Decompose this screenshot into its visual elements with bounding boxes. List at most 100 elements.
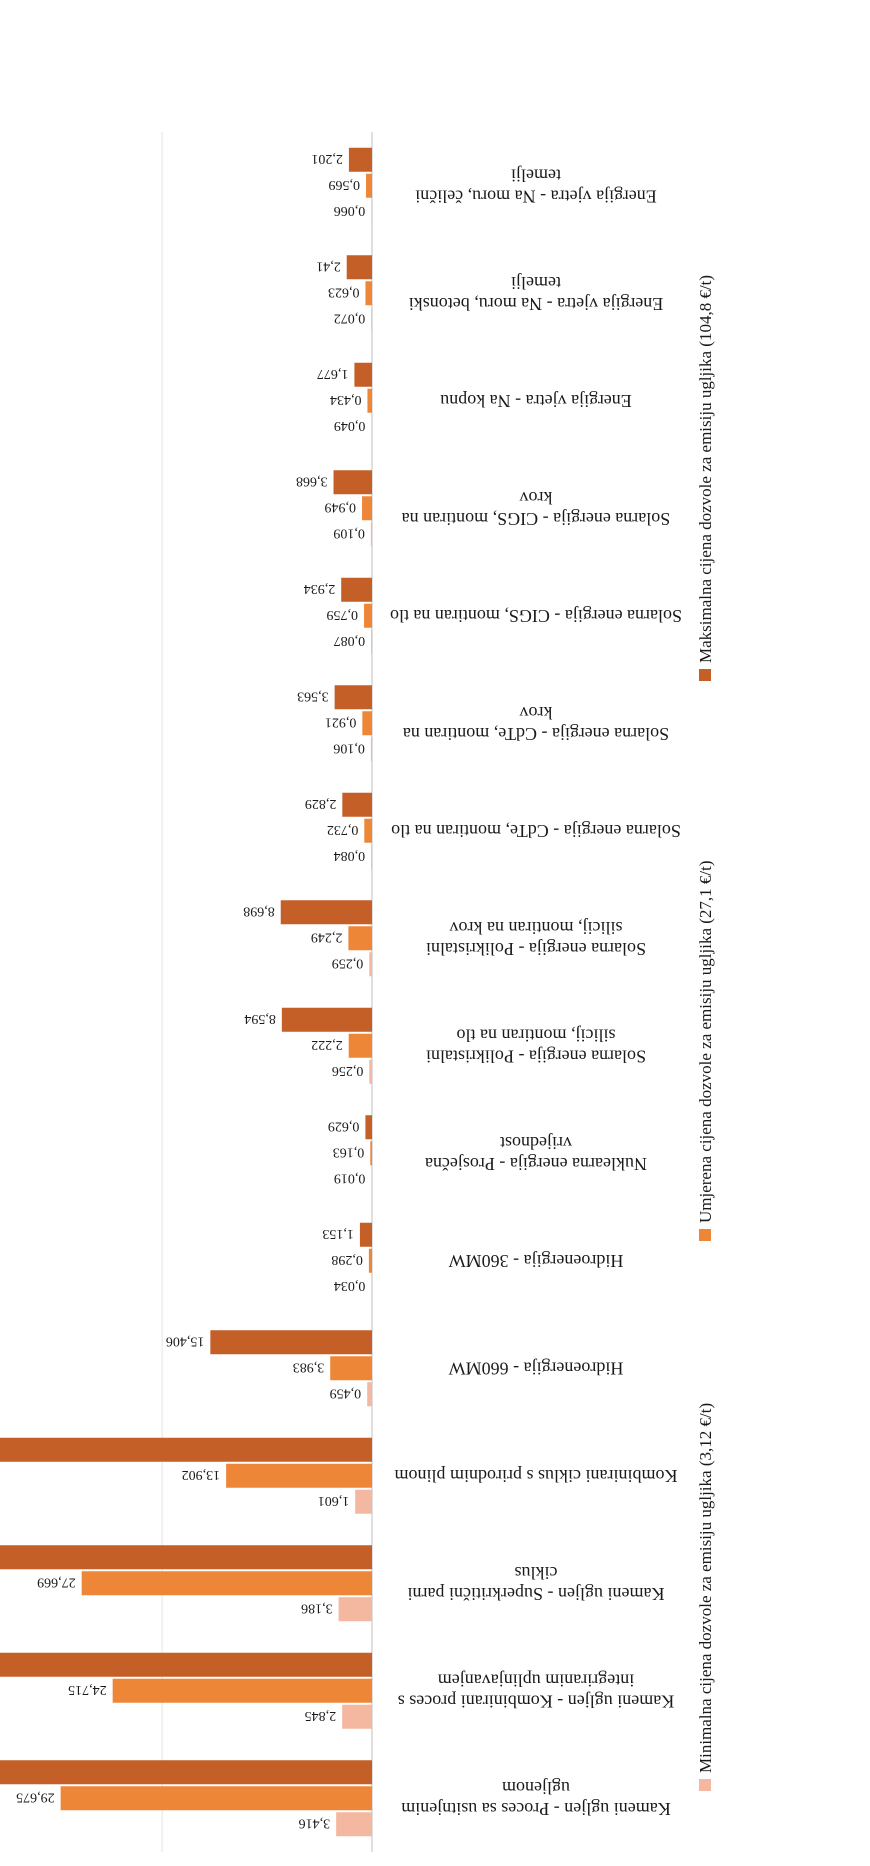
data-label-3-10: 2,829 — [305, 796, 337, 811]
data-label-1-3: 3,186 — [301, 1600, 333, 1615]
bar-2-14 — [367, 388, 372, 413]
data-label-3-16: 2,201 — [311, 151, 343, 166]
legend-swatch-1 — [699, 1779, 711, 1791]
category-label-11: Solarna energija - CdTe, montiran nakrov — [403, 703, 669, 744]
data-label-2-12: 0,759 — [327, 607, 359, 622]
data-label-3-13: 3,668 — [296, 473, 328, 488]
bar-3-14 — [354, 362, 372, 387]
data-label-1-14: 0,049 — [334, 418, 366, 433]
bar-2-12 — [364, 603, 372, 628]
bar-2-11 — [362, 711, 372, 736]
legend: Minimalna cijena dozvole za emisiju uglj… — [696, 275, 715, 1791]
bar-1-1 — [336, 1812, 372, 1837]
bar-3-7 — [365, 1115, 373, 1140]
data-label-1-10: 0,084 — [334, 848, 366, 863]
category-label-7: Nuklearna energija - Prosječnavrijednost — [425, 1133, 647, 1174]
data-label-2-7: 0,163 — [333, 1144, 365, 1159]
bar-3-1 — [0, 1760, 372, 1785]
bar-2-3 — [81, 1571, 372, 1596]
bar-1-14 — [371, 414, 373, 439]
data-label-1-4: 1,601 — [318, 1493, 350, 1508]
category-label-8: Solarna energija - Polikristalnisilicij,… — [426, 1025, 646, 1066]
category-label-9: Solarna energija - Polikristalnisilicij,… — [426, 918, 646, 959]
data-label-2-11: 0,921 — [325, 714, 357, 729]
legend-swatch-2 — [699, 1229, 711, 1241]
data-label-2-15: 0,623 — [328, 284, 360, 299]
data-label-2-1: 29,675 — [16, 1789, 55, 1804]
category-label-6: Hidroenergija - 360MW — [449, 1251, 624, 1271]
bar-1-5 — [367, 1382, 373, 1407]
bar-1-3 — [338, 1597, 372, 1622]
bar-1-13 — [370, 522, 373, 547]
bar-3-15 — [346, 255, 372, 280]
bar-2-9 — [348, 926, 373, 951]
data-label-2-8: 2,222 — [311, 1037, 343, 1052]
data-label-2-3: 27,669 — [37, 1574, 76, 1589]
bar-2-6 — [368, 1248, 373, 1273]
bar-3-12 — [341, 577, 373, 602]
data-label-2-16: 0,569 — [329, 177, 361, 192]
bar-2-2 — [112, 1678, 373, 1703]
data-label-3-14: 1,677 — [317, 366, 349, 381]
data-label-2-14: 0,434 — [330, 392, 362, 407]
bar-1-7 — [371, 1167, 373, 1192]
data-label-1-9: 0,259 — [332, 955, 364, 970]
data-label-1-5: 0,459 — [330, 1385, 362, 1400]
bar-2-4 — [226, 1463, 372, 1488]
legend-label-1: Minimalna cijena dozvole za emisiju uglj… — [696, 1403, 715, 1773]
data-label-2-10: 0,732 — [327, 822, 359, 837]
bar-3-13 — [333, 470, 373, 495]
bar-1-9 — [369, 952, 372, 977]
data-label-1-7: 0,019 — [334, 1170, 366, 1185]
data-label-3-7: 0,629 — [328, 1118, 360, 1133]
bar-2-1 — [60, 1786, 373, 1811]
category-label-12: Solarna energija - CIGS, montiran na tlo — [390, 606, 682, 626]
bar-2-10 — [364, 818, 372, 843]
category-label-3: Kameni ugljen - Superkritični parniciklu… — [408, 1563, 665, 1604]
data-label-2-4: 13,902 — [182, 1467, 221, 1482]
data-label-1-16: 0,066 — [334, 203, 366, 218]
data-label-2-9: 2,249 — [311, 929, 343, 944]
bar-3-8 — [281, 1007, 372, 1032]
bar-2-15 — [365, 281, 372, 306]
bar-1-11 — [370, 737, 373, 762]
data-label-2-13: 0,949 — [325, 499, 357, 514]
bar-3-5 — [210, 1330, 372, 1355]
category-label-13: Solarna energija - CIGS, montiran nakrov — [402, 488, 671, 529]
bar-2-8 — [348, 1033, 372, 1058]
category-label-1: Kameni ugljen - Proces sa usitnjenimuglj… — [401, 1778, 670, 1819]
bar-1-15 — [371, 307, 372, 332]
bar-1-4 — [355, 1489, 372, 1514]
bar-1-8 — [369, 1059, 373, 1084]
category-label-5: Hidroenergija - 660MW — [449, 1358, 624, 1378]
data-label-2-6: 0,298 — [331, 1252, 363, 1267]
bar-2-13 — [362, 496, 372, 521]
bar-1-16 — [371, 199, 373, 224]
data-label-3-9: 8,698 — [243, 903, 275, 918]
bar-1-6 — [371, 1274, 373, 1299]
category-labels: Kameni ugljen - Proces sa usitnjenimuglj… — [390, 165, 682, 1819]
category-label-10: Solarna energija - CdTe, montiran na tlo — [391, 821, 681, 841]
data-label-1-13: 0,109 — [333, 525, 365, 540]
bar-1-12 — [371, 629, 373, 654]
bar-3-2 — [0, 1652, 372, 1677]
bars — [0, 147, 373, 1837]
bar-3-11 — [334, 685, 372, 710]
legend-label-3: Maksimalna cijena dozvole za emisiju ugl… — [696, 275, 715, 663]
data-label-3-12: 2,934 — [304, 581, 336, 596]
data-label-3-5: 15,406 — [166, 1333, 205, 1348]
data-label-3-15: 2,41 — [316, 258, 341, 273]
data-label-1-1: 3,416 — [299, 1815, 331, 1830]
category-label-15: Energija vjetra - Na moru, betonskitemel… — [409, 273, 664, 314]
bar-1-2 — [342, 1704, 373, 1729]
data-labels: 3,41629,675114,7562,84524,71595,5783,186… — [16, 151, 366, 1831]
data-label-1-6: 0,034 — [334, 1278, 366, 1293]
bar-1-10 — [371, 844, 373, 869]
data-label-2-2: 24,715 — [68, 1682, 107, 1697]
data-label-3-8: 8,594 — [244, 1011, 276, 1026]
bar-2-7 — [370, 1141, 373, 1166]
category-label-14: Energija vjetra - Na kopnu — [440, 391, 632, 411]
data-label-1-11: 0,106 — [333, 740, 365, 755]
category-label-16: Energija vjetra - Na moru, čeličnitemelj… — [415, 165, 657, 206]
